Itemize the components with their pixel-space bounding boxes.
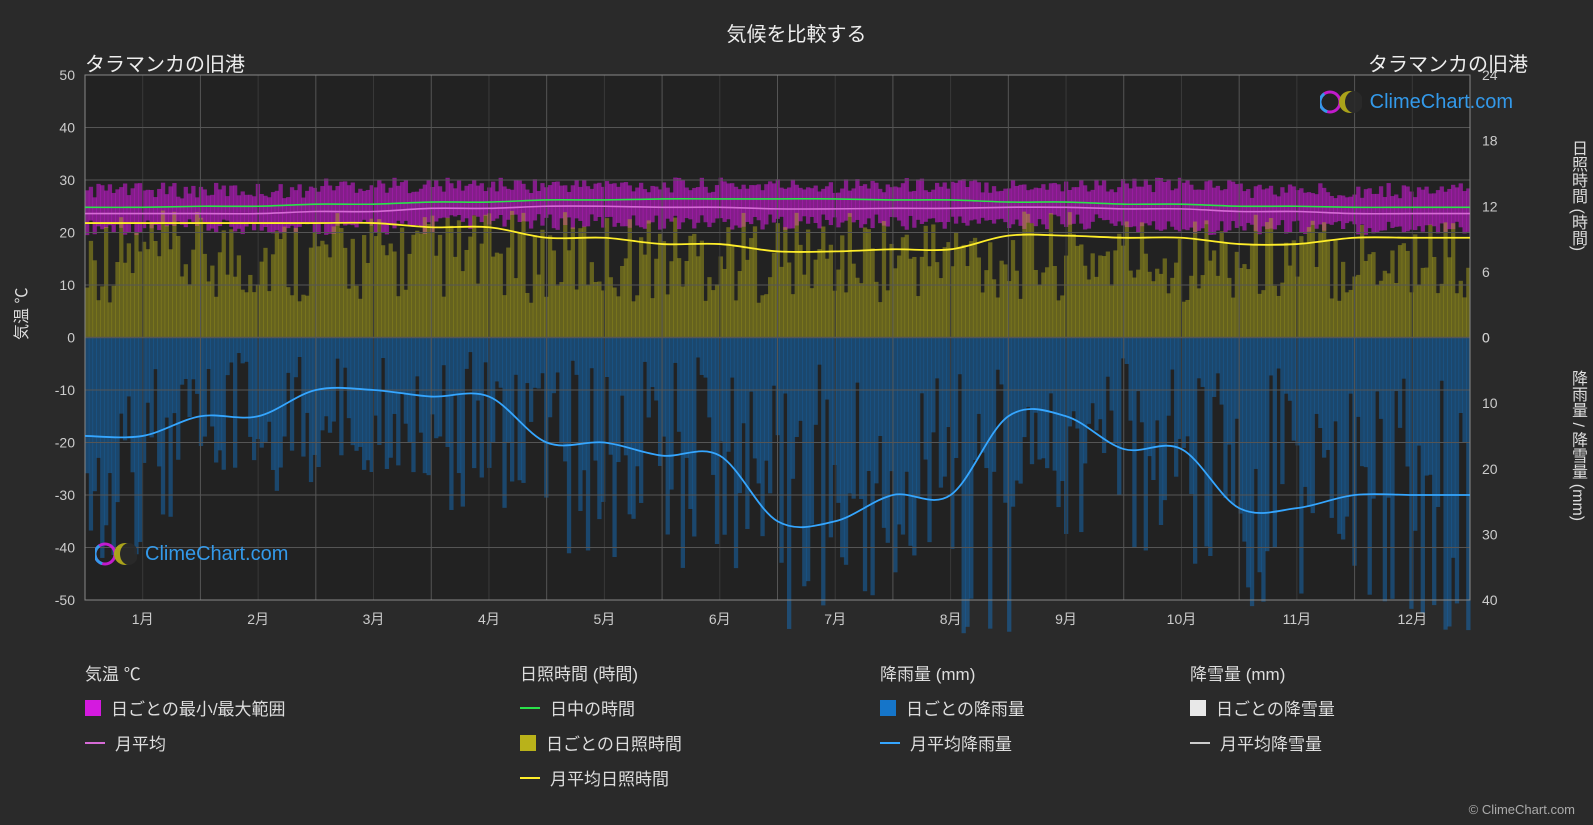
legend-rain: 降雨量 (mm) 日ごとの降雨量 月平均降雨量	[880, 660, 1180, 765]
legend-rain-daily-label: 日ごとの降雨量	[906, 695, 1025, 720]
swatch-temp-avg	[85, 742, 105, 744]
svg-text:-40: -40	[55, 540, 75, 556]
svg-text:30: 30	[1482, 526, 1498, 542]
swatch-temp-range	[85, 700, 101, 716]
svg-text:12月: 12月	[1398, 611, 1428, 627]
watermark-text: ClimeChart.com	[1370, 91, 1513, 114]
svg-text:-10: -10	[55, 382, 75, 398]
svg-text:0: 0	[1482, 330, 1490, 346]
legend-temp-range: 日ごとの最小/最大範囲	[85, 695, 445, 720]
watermark-top: ClimeChart.com	[1320, 88, 1513, 116]
svg-text:-20: -20	[55, 435, 75, 451]
svg-text:8月: 8月	[940, 611, 962, 627]
svg-text:40: 40	[59, 120, 75, 136]
svg-text:10: 10	[59, 277, 75, 293]
legend-snow-avg-label: 月平均降雪量	[1220, 730, 1322, 755]
legend-snow: 降雪量 (mm) 日ごとの降雪量 月平均降雪量	[1190, 660, 1490, 765]
legend-temp-avg-label: 月平均	[115, 730, 166, 755]
legend-sun: 日照時間 (時間) 日中の時間 日ごとの日照時間 月平均日照時間	[520, 660, 860, 800]
svg-text:1月: 1月	[132, 611, 154, 627]
legend-rain-avg-label: 月平均降雨量	[910, 730, 1012, 755]
legend-sun-avg-label: 月平均日照時間	[550, 765, 669, 790]
legend-snow-daily: 日ごとの降雪量	[1190, 695, 1490, 720]
svg-text:20: 20	[59, 225, 75, 241]
svg-text:6: 6	[1482, 264, 1490, 280]
svg-text:24: 24	[1482, 67, 1498, 83]
swatch-daytime	[520, 707, 540, 709]
legend-temp: 気温 ℃ 日ごとの最小/最大範囲 月平均	[85, 660, 445, 765]
legend-temp-title: 気温 ℃	[85, 660, 445, 685]
swatch-rain-avg	[880, 742, 900, 744]
climechart-logo-icon	[1320, 88, 1362, 116]
legend-rain-avg: 月平均降雨量	[880, 730, 1180, 755]
legend-sun-title: 日照時間 (時間)	[520, 660, 860, 685]
copyright-text: © ClimeChart.com	[1469, 802, 1575, 817]
svg-text:4月: 4月	[478, 611, 500, 627]
legend-temp-range-label: 日ごとの最小/最大範囲	[111, 695, 286, 720]
legend-snow-title: 降雪量 (mm)	[1190, 660, 1490, 685]
svg-text:0: 0	[67, 330, 75, 346]
svg-text:11月: 11月	[1283, 611, 1312, 627]
svg-text:3月: 3月	[363, 611, 385, 627]
svg-text:50: 50	[59, 67, 75, 83]
swatch-snow-avg	[1190, 742, 1210, 744]
swatch-snow-daily	[1190, 700, 1206, 716]
svg-text:10月: 10月	[1167, 611, 1197, 627]
legend-sun-daily-label: 日ごとの日照時間	[546, 730, 682, 755]
svg-text:40: 40	[1482, 592, 1498, 608]
watermark-bottom: ClimeChart.com	[95, 540, 288, 568]
svg-text:2月: 2月	[247, 611, 269, 627]
svg-text:-50: -50	[55, 592, 75, 608]
legend-rain-title: 降雨量 (mm)	[880, 660, 1180, 685]
svg-text:18: 18	[1482, 133, 1498, 149]
legend-snow-avg: 月平均降雪量	[1190, 730, 1490, 755]
svg-text:9月: 9月	[1055, 611, 1077, 627]
svg-text:12: 12	[1482, 198, 1498, 214]
legend-sun-avg: 月平均日照時間	[520, 765, 860, 790]
swatch-rain-daily	[880, 700, 896, 716]
legend-rain-daily: 日ごとの降雨量	[880, 695, 1180, 720]
svg-text:6月: 6月	[709, 611, 731, 627]
watermark-text: ClimeChart.com	[145, 543, 288, 566]
legend-temp-avg: 月平均	[85, 730, 445, 755]
swatch-sun-avg	[520, 777, 540, 779]
legend-sun-daily: 日ごとの日照時間	[520, 730, 860, 755]
climechart-logo-icon	[95, 540, 137, 568]
svg-text:30: 30	[59, 172, 75, 188]
svg-text:5月: 5月	[593, 611, 615, 627]
svg-text:7月: 7月	[824, 611, 846, 627]
svg-text:10: 10	[1482, 395, 1498, 411]
legend-snow-daily-label: 日ごとの降雪量	[1216, 695, 1335, 720]
svg-text:-30: -30	[55, 487, 75, 503]
legend-sun-daytime-label: 日中の時間	[550, 695, 635, 720]
swatch-sun-daily	[520, 735, 536, 751]
legend-sun-daytime: 日中の時間	[520, 695, 860, 720]
svg-text:20: 20	[1482, 461, 1498, 477]
chart-container: 気候を比較する タラマンカの旧港 タラマンカの旧港 気温 ℃ 日照時間 (時間)…	[0, 0, 1593, 825]
